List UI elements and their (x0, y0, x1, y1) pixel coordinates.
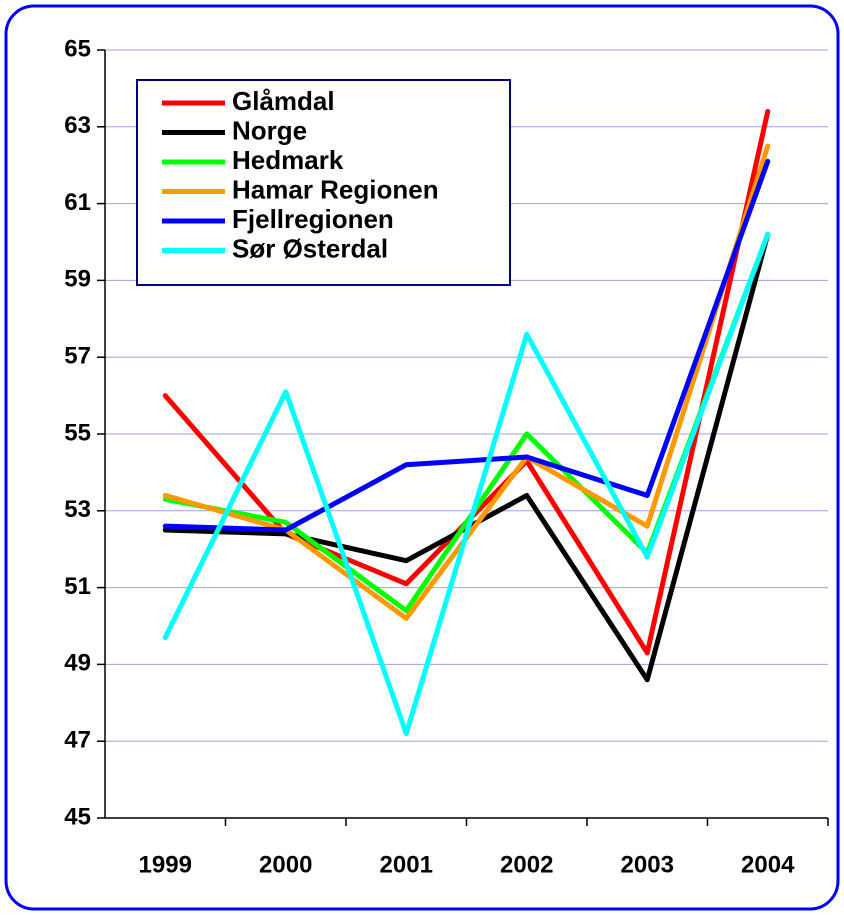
x-tick-label: 2004 (741, 851, 795, 878)
x-tick-label: 1999 (139, 851, 192, 878)
legend-label: Norge (232, 115, 307, 145)
x-tick-label: 2001 (380, 851, 433, 878)
y-tick-label: 63 (64, 112, 91, 139)
legend-label: Hedmark (232, 145, 344, 175)
legend-label: Fjellregionen (232, 204, 394, 234)
legend-label: Hamar Regionen (232, 174, 439, 204)
y-tick-label: 59 (64, 266, 91, 293)
legend-label: Sør Østerdal (232, 233, 388, 263)
y-tick-label: 53 (64, 496, 91, 523)
y-tick-label: 45 (64, 803, 91, 830)
y-tick-label: 57 (64, 343, 91, 370)
x-tick-label: 2003 (621, 851, 674, 878)
y-tick-label: 61 (64, 189, 91, 216)
y-tick-label: 51 (64, 573, 91, 600)
x-tick-label: 2000 (259, 851, 312, 878)
legend-label: Glåmdal (232, 86, 335, 116)
y-tick-label: 55 (64, 419, 91, 446)
y-tick-label: 65 (64, 35, 91, 62)
series-line (162, 158, 771, 533)
series-line (162, 231, 771, 737)
x-tick-label: 2002 (500, 851, 553, 878)
y-tick-label: 47 (64, 727, 91, 754)
y-tick-label: 49 (64, 650, 91, 677)
